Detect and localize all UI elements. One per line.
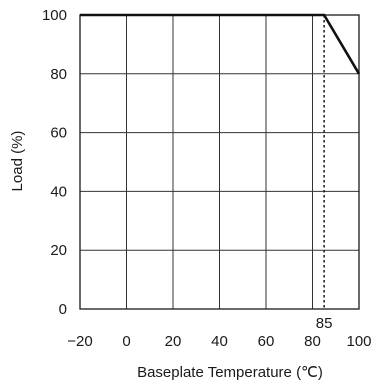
x-tick-label: 60: [258, 333, 275, 350]
y-tick-label: 40: [50, 183, 67, 200]
annotations: 85: [316, 315, 333, 332]
y-tick-label: 60: [50, 125, 67, 142]
y-tick-label: 100: [42, 7, 67, 24]
annotation-label-85: 85: [316, 315, 333, 332]
series-lines: [80, 13, 361, 75]
x-tick-label: 100: [346, 333, 371, 350]
x-tick-label: 0: [122, 333, 130, 350]
y-axis-label: Load (%): [9, 131, 26, 192]
y-tick-labels: 0 20 40 60 80 100: [42, 7, 67, 318]
y-tick-label: 20: [50, 242, 67, 259]
x-tick-labels: −20 0 20 40 60 80 100: [67, 333, 371, 350]
x-tick-label: 40: [211, 333, 228, 350]
y-tick-label: 0: [59, 301, 67, 318]
derating-curve-line: [80, 13, 361, 75]
x-tick-label: 20: [165, 333, 182, 350]
x-axis-label: Baseplate Temperature (℃): [137, 364, 323, 381]
x-tick-label: −20: [67, 333, 92, 350]
y-tick-label: 80: [50, 66, 67, 83]
grid-lines: [80, 15, 359, 309]
x-tick-label: 80: [304, 333, 321, 350]
